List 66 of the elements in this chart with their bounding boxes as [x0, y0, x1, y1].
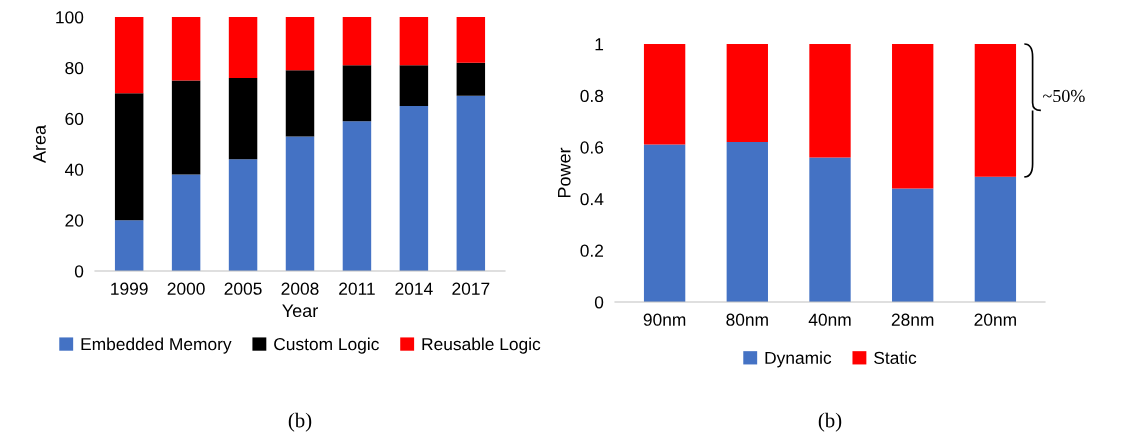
x-tick-label: 2008	[281, 282, 319, 295]
bar	[892, 44, 934, 189]
y-tick-label: 60	[65, 112, 84, 126]
bar	[399, 17, 429, 66]
y-axis-title: Area	[33, 124, 46, 164]
y-tick-label: 20	[65, 214, 84, 227]
text: (b)	[818, 412, 842, 432]
bar	[285, 17, 315, 71]
bar	[228, 17, 258, 78]
y-tick-label: 0.4	[580, 192, 604, 206]
x-tick-label: 2000	[167, 282, 205, 295]
bar	[114, 93, 144, 221]
y-tick-label: 40	[64, 163, 84, 176]
bar	[114, 17, 144, 94]
bar	[809, 44, 851, 158]
y-tick-label: 100	[56, 11, 84, 24]
bar	[228, 77, 258, 160]
bar	[342, 65, 372, 122]
x-tick-label: 80nm	[726, 313, 768, 326]
bar	[171, 174, 201, 271]
legend-label: Dynamic	[765, 351, 832, 368]
bar	[399, 65, 429, 106]
y-tick-label: 0	[594, 296, 604, 309]
legend-label: Static	[874, 351, 917, 365]
x-tick-label: 20nm	[974, 313, 1016, 326]
bar	[285, 136, 315, 271]
bar	[342, 17, 372, 66]
bar	[974, 176, 1017, 302]
x-tick-label: 2011	[339, 282, 375, 295]
y-tick-label: 80	[65, 61, 84, 75]
bar	[456, 17, 486, 63]
bar	[171, 80, 201, 175]
x-tick-label: 2005	[224, 282, 262, 295]
bar	[726, 142, 768, 302]
legend-label: Reusable Logic	[422, 337, 541, 354]
bar	[171, 17, 201, 81]
bar	[342, 121, 372, 271]
bar	[809, 157, 851, 302]
bar	[643, 144, 686, 302]
x-tick-label: 90nm	[643, 313, 686, 326]
x-tick-label: 28nm	[891, 313, 934, 326]
y-tick-label: 0.6	[580, 141, 604, 154]
legend-label: Embedded Memory	[81, 337, 232, 354]
bar	[726, 44, 768, 143]
bar	[114, 220, 144, 271]
legend-label: Custom Logic	[274, 337, 379, 354]
bar	[399, 105, 429, 271]
annotation: ~50%	[1043, 89, 1085, 103]
x-tick-label: 40nm	[808, 313, 851, 326]
x-tick-label: 2017	[452, 282, 490, 295]
x-tick-label: 2014	[395, 282, 433, 295]
y-tick-label: 1	[595, 38, 604, 51]
text: (b)	[288, 412, 312, 432]
bar	[974, 44, 1017, 177]
bar	[892, 188, 934, 302]
y-tick-label: 0.8	[580, 89, 604, 103]
x-axis-title: Year	[282, 304, 318, 318]
bar	[456, 95, 486, 271]
y-tick-label: 0.2	[580, 244, 604, 257]
bar	[228, 159, 258, 271]
y-axis-title: Power	[558, 147, 571, 198]
bar	[285, 70, 315, 137]
bar	[456, 62, 486, 96]
bar	[643, 44, 686, 145]
y-tick-label: 0	[74, 265, 84, 278]
x-tick-label: 1999	[111, 282, 148, 295]
